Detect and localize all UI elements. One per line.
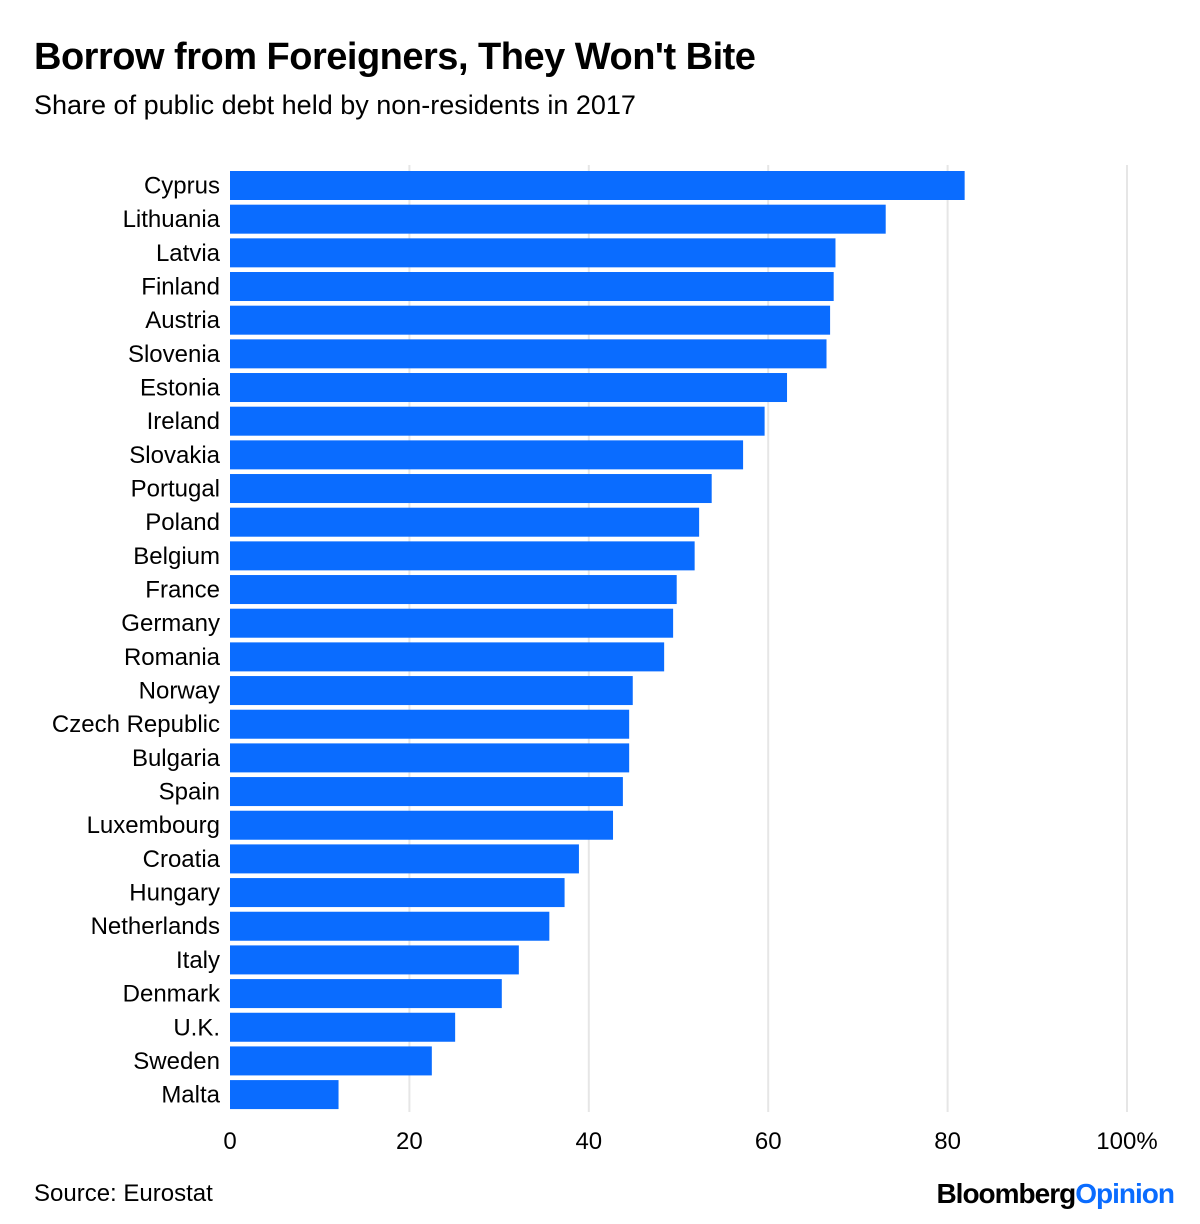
- category-label: Spain: [159, 779, 220, 806]
- bar-malta: [230, 1080, 339, 1110]
- category-label: Luxembourg: [87, 812, 220, 839]
- bar-czech-republic: [230, 709, 630, 739]
- bar-portugal: [230, 474, 712, 504]
- bar-u-k-: [230, 1012, 456, 1042]
- category-label: Ireland: [147, 408, 220, 435]
- bar-chart: 0 20 40 60 80 100% Cyprus Lithuania Latvia Finlan…: [52, 165, 1158, 1155]
- category-label: Denmark: [123, 981, 221, 1008]
- category-label: Cyprus: [144, 173, 220, 200]
- category-label: Latvia: [156, 240, 221, 267]
- chart-subtitle: Share of public debt held by non-residen…: [34, 90, 636, 120]
- category-label: France: [145, 577, 220, 604]
- bar-cyprus: [230, 171, 965, 200]
- logo-bloomberg: Bloomberg: [936, 1178, 1076, 1209]
- category-label: Malta: [161, 1082, 220, 1109]
- bar-poland: [230, 507, 700, 537]
- bar-netherlands: [230, 911, 550, 941]
- bar-romania: [230, 642, 665, 672]
- chart-title: Borrow from Foreigners, They Won't Bite: [34, 36, 756, 78]
- x-tick-label: 40: [575, 1128, 602, 1155]
- x-tick-label: 80: [934, 1128, 961, 1155]
- category-label: Poland: [145, 509, 220, 536]
- x-tick-label: 60: [755, 1128, 782, 1155]
- bar-croatia: [230, 844, 579, 874]
- bar-spain: [230, 777, 623, 807]
- category-label: Estonia: [140, 375, 221, 402]
- bar-ireland: [230, 406, 765, 436]
- category-label: Czech Republic: [52, 711, 220, 738]
- bar-hungary: [230, 878, 565, 908]
- category-label: Slovenia: [128, 341, 221, 368]
- bar-italy: [230, 945, 519, 975]
- category-label: Belgium: [133, 543, 220, 570]
- category-label: Croatia: [143, 846, 221, 873]
- category-label: Hungary: [129, 880, 220, 907]
- bloomberg-opinion-logo: BloombergOpinion: [936, 1178, 1175, 1210]
- bar-estonia: [230, 373, 788, 403]
- bar-finland: [230, 272, 834, 302]
- category-label: Italy: [176, 947, 220, 974]
- category-label: Norway: [139, 678, 220, 705]
- category-label: Bulgaria: [132, 745, 221, 772]
- bar-denmark: [230, 979, 502, 1009]
- bar-germany: [230, 608, 674, 638]
- bar-lithuania: [230, 204, 886, 234]
- logo-opinion: Opinion: [1075, 1178, 1175, 1209]
- category-label: Portugal: [131, 476, 220, 503]
- source-note: Source: Eurostat: [34, 1180, 213, 1207]
- category-label: Lithuania: [123, 206, 221, 233]
- bar-bulgaria: [230, 743, 630, 773]
- bar-france: [230, 575, 677, 605]
- bar-norway: [230, 676, 633, 706]
- bar-sweden: [230, 1046, 432, 1076]
- category-label: Finland: [141, 274, 220, 301]
- x-tick-label: 20: [396, 1128, 423, 1155]
- bar-luxembourg: [230, 810, 614, 840]
- bar-belgium: [230, 541, 695, 571]
- category-label: Romania: [124, 644, 221, 671]
- category-label: U.K.: [173, 1014, 220, 1041]
- category-label: Sweden: [133, 1048, 220, 1075]
- bar-slovenia: [230, 339, 827, 369]
- bar-latvia: [230, 238, 836, 268]
- x-tick-label: 0: [223, 1128, 236, 1155]
- bar-slovakia: [230, 440, 744, 470]
- category-label: Netherlands: [91, 913, 220, 940]
- bar-austria: [230, 305, 831, 335]
- category-label: Germany: [121, 610, 220, 637]
- category-label: Austria: [145, 307, 220, 334]
- x-tick-label: 100%: [1096, 1128, 1157, 1155]
- category-label: Slovakia: [129, 442, 220, 469]
